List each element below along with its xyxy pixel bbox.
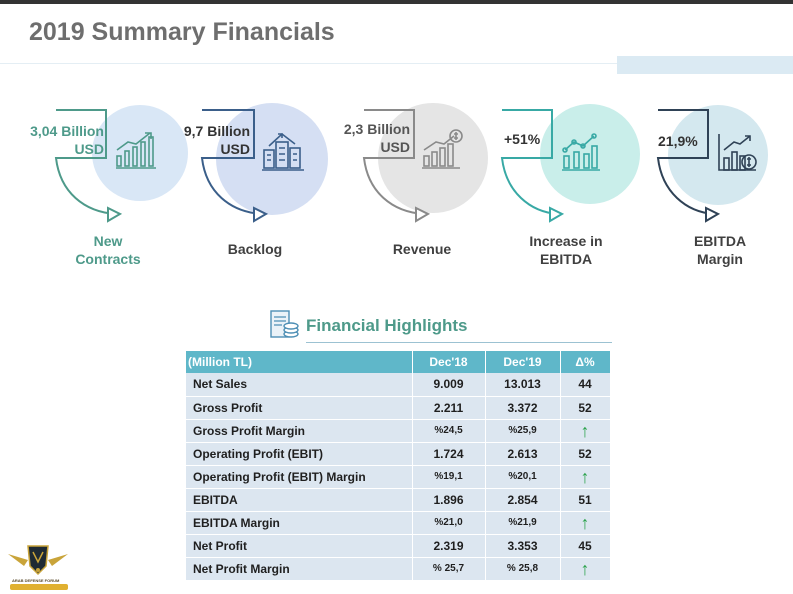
kpi-label: New Contracts bbox=[75, 233, 141, 267]
table-row: Operating Profit (EBIT) 1.724 2.613 52 bbox=[186, 442, 611, 466]
cell-dec19: %20,1 bbox=[485, 465, 561, 489]
cell-dec19: % 25,8 bbox=[485, 557, 561, 581]
accent-bar bbox=[617, 56, 793, 74]
kpi-value: 21,9% bbox=[658, 133, 698, 149]
cell-dec19: 2.613 bbox=[485, 442, 561, 466]
row-label: Operating Profit (EBIT) Margin bbox=[186, 465, 413, 489]
cell-dec18: %19,1 bbox=[412, 465, 486, 489]
cell-dec19: %25,9 bbox=[485, 419, 561, 443]
cell-dec19: 3.353 bbox=[485, 534, 561, 558]
column-header: Dec'18 bbox=[412, 351, 486, 373]
buildings-arrows-icon bbox=[262, 132, 304, 171]
cell-delta: 45 bbox=[560, 534, 611, 558]
kpi-circle bbox=[92, 105, 188, 201]
cell-dec19: %21,9 bbox=[485, 511, 561, 535]
cell-delta: ↑ bbox=[560, 511, 611, 535]
cell-delta: 52 bbox=[560, 442, 611, 466]
kpi-revenue: 2,3 Billion USD Revenue bbox=[332, 100, 492, 275]
watermark-text: ARAB DEFENSE FORUM bbox=[12, 578, 60, 583]
financial-highlights-table: (Million TL) Dec'18 Dec'19 Δ% Net Sales … bbox=[186, 351, 611, 581]
document-coins-icon bbox=[270, 310, 299, 338]
kpi-bracket-arrow bbox=[656, 109, 721, 223]
line-bar-chart-icon bbox=[562, 133, 600, 171]
column-header: Dec'19 bbox=[485, 351, 561, 373]
table-row: EBITDA 1.896 2.854 51 bbox=[186, 488, 611, 512]
kpi-new-contracts: 3,04 Billion USD New Contracts bbox=[20, 100, 188, 275]
row-label: Net Profit bbox=[186, 534, 413, 558]
kpi-bracket-arrow bbox=[500, 109, 565, 223]
up-arrow-icon: ↑ bbox=[580, 466, 590, 487]
chart-dollar-icon bbox=[718, 134, 757, 171]
cell-delta: 51 bbox=[560, 488, 611, 512]
column-header: Δ% bbox=[560, 351, 611, 373]
kpi-circle bbox=[540, 104, 640, 204]
kpi-backlog: 9,7 Billion USD Backlog bbox=[172, 100, 332, 275]
row-label: Net Sales bbox=[186, 373, 413, 397]
kpi-value: +51% bbox=[504, 131, 541, 147]
kpi-label: Increase in EBITDA bbox=[529, 233, 603, 267]
watermark-band bbox=[10, 584, 68, 590]
kpi-ebitda-increase: +51% Increase in EBITDA bbox=[490, 100, 650, 275]
kpi-label: EBITDA Margin bbox=[693, 233, 747, 267]
cell-dec18: 2.211 bbox=[412, 396, 486, 420]
column-header: (Million TL) bbox=[186, 351, 413, 373]
cell-dec18: % 25,7 bbox=[412, 557, 486, 581]
table-row: Gross Profit Margin %24,5 %25,9 ↑ bbox=[186, 419, 611, 443]
cell-dec18: 1.724 bbox=[412, 442, 486, 466]
cell-delta: 52 bbox=[560, 396, 611, 420]
row-label: Gross Profit bbox=[186, 396, 413, 420]
kpi-value: 2,3 Billion USD bbox=[343, 121, 410, 155]
up-arrow-icon: ↑ bbox=[580, 512, 590, 533]
table-row: Net Profit Margin % 25,7 % 25,8 ↑ bbox=[186, 557, 611, 581]
cell-dec18: %21,0 bbox=[412, 511, 486, 535]
row-label: Operating Profit (EBIT) bbox=[186, 442, 413, 466]
table-row: Net Sales 9.009 13.013 44 bbox=[186, 373, 611, 397]
kpi-bracket-arrow bbox=[54, 109, 123, 223]
cell-dec19: 13.013 bbox=[485, 373, 561, 397]
up-arrow-icon: ↑ bbox=[580, 420, 590, 441]
title-divider bbox=[0, 63, 793, 64]
cell-delta: ↑ bbox=[560, 557, 611, 581]
cell-dec18: 2.319 bbox=[412, 534, 486, 558]
table-row: Gross Profit 2.211 3.372 52 bbox=[186, 396, 611, 420]
revenue-chart-dollar-icon bbox=[422, 129, 463, 169]
table-row: Net Profit 2.319 3.353 45 bbox=[186, 534, 611, 558]
cell-delta: 44 bbox=[560, 373, 611, 397]
title-underline bbox=[306, 342, 612, 343]
up-arrow-icon: ↑ bbox=[580, 558, 590, 579]
table-row: EBITDA Margin %21,0 %21,9 ↑ bbox=[186, 511, 611, 535]
row-label: EBITDA bbox=[186, 488, 413, 512]
forum-watermark-logo bbox=[8, 545, 68, 576]
kpi-value: 9,7 Billion USD bbox=[183, 123, 250, 157]
cell-delta: ↑ bbox=[560, 419, 611, 443]
cell-dec19: 2.854 bbox=[485, 488, 561, 512]
bar-chart-growth-icon bbox=[116, 132, 156, 169]
cell-delta: ↑ bbox=[560, 465, 611, 489]
table-row: Operating Profit (EBIT) Margin %19,1 %20… bbox=[186, 465, 611, 489]
financial-highlights-title: Financial Highlights bbox=[306, 316, 468, 335]
kpi-label: Backlog bbox=[227, 241, 283, 257]
kpi-bracket-arrow bbox=[362, 109, 431, 223]
row-label: Net Profit Margin bbox=[186, 557, 413, 581]
financial-highlights-header: Financial Highlights bbox=[270, 310, 612, 346]
row-label: Gross Profit Margin bbox=[186, 419, 413, 443]
kpi-bracket-arrow bbox=[200, 109, 269, 223]
cell-dec19: 3.372 bbox=[485, 396, 561, 420]
page-title: 2019 Summary Financials bbox=[29, 18, 335, 46]
kpi-value: 3,04 Billion USD bbox=[30, 123, 104, 157]
kpi-ebitda-margin: 21,9% EBITDA Margin bbox=[648, 100, 793, 275]
kpi-label: Revenue bbox=[392, 241, 452, 257]
table-header-row: (Million TL) Dec'18 Dec'19 Δ% bbox=[186, 351, 611, 373]
top-strip bbox=[0, 0, 793, 4]
cell-dec18: 9.009 bbox=[412, 373, 486, 397]
cell-dec18: 1.896 bbox=[412, 488, 486, 512]
cell-dec18: %24,5 bbox=[412, 419, 486, 443]
row-label: EBITDA Margin bbox=[186, 511, 413, 535]
